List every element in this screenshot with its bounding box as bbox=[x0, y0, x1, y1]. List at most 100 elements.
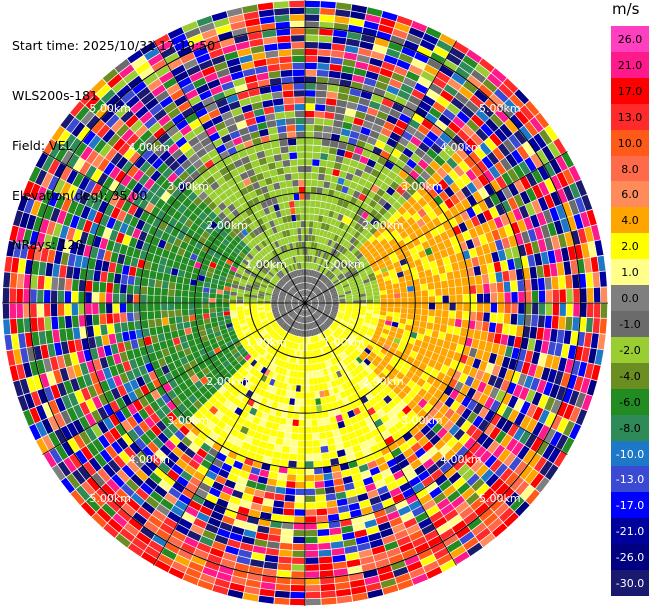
ppi-gate bbox=[329, 232, 336, 240]
ppi-gate bbox=[254, 538, 268, 548]
ppi-gate bbox=[255, 482, 267, 491]
ppi-gate bbox=[198, 348, 207, 356]
ppi-gate bbox=[236, 355, 244, 363]
ppi-gate bbox=[279, 417, 287, 425]
ppi-gate bbox=[484, 253, 493, 264]
ppi-gate bbox=[152, 378, 162, 389]
ppi-gate bbox=[331, 310, 338, 314]
ppi-gate bbox=[493, 377, 504, 389]
ppi-gate bbox=[484, 137, 497, 151]
ppi-gate bbox=[316, 411, 324, 419]
ppi-gate bbox=[326, 367, 332, 375]
ppi-gate bbox=[286, 307, 293, 311]
ppi-gate bbox=[91, 492, 106, 507]
ppi-gate bbox=[240, 410, 249, 419]
ppi-gate bbox=[454, 278, 462, 287]
ppi-gate bbox=[489, 179, 501, 193]
ppi-gate bbox=[314, 279, 319, 286]
ppi-gate bbox=[454, 91, 469, 105]
ppi-gate bbox=[513, 130, 527, 145]
ppi-gate bbox=[430, 125, 443, 137]
ppi-gate bbox=[318, 173, 325, 181]
ppi-gate bbox=[470, 497, 485, 511]
ppi-gate bbox=[223, 294, 230, 299]
ppi-gate bbox=[168, 535, 184, 548]
ppi-gate bbox=[466, 49, 483, 63]
ppi-gate bbox=[144, 116, 158, 129]
ppi-gate bbox=[269, 251, 275, 259]
ppi-gate bbox=[312, 286, 317, 292]
ppi-gate bbox=[305, 200, 311, 207]
ppi-gate bbox=[340, 72, 353, 81]
ppi-gate bbox=[319, 570, 334, 578]
ppi-gate bbox=[230, 266, 238, 273]
ppi-gate bbox=[134, 320, 142, 330]
ppi-gate bbox=[311, 298, 318, 301]
ppi-gate bbox=[394, 349, 403, 358]
ppi-gate bbox=[325, 300, 332, 302]
ppi-gate bbox=[341, 525, 354, 534]
ppi-gate bbox=[446, 539, 463, 553]
ppi-gate bbox=[368, 362, 377, 371]
ppi-gate bbox=[409, 247, 418, 256]
ppi-gate bbox=[300, 337, 304, 344]
ppi-gate bbox=[259, 469, 270, 478]
ppi-gate bbox=[307, 290, 311, 297]
ppi-gate bbox=[154, 559, 171, 573]
ppi-gate bbox=[264, 255, 271, 263]
ppi-gate bbox=[159, 150, 171, 162]
ppi-gate bbox=[332, 169, 341, 177]
ppi-gate bbox=[132, 81, 147, 95]
ppi-gate bbox=[371, 359, 380, 367]
ppi-gate bbox=[185, 113, 198, 124]
ppi-gate bbox=[504, 369, 514, 382]
ppi-gate bbox=[200, 459, 212, 470]
ppi-gate bbox=[412, 191, 422, 202]
ppi-gate bbox=[72, 419, 85, 434]
ppi-gate bbox=[166, 184, 177, 195]
ppi-gate bbox=[412, 359, 421, 368]
ppi-gate bbox=[462, 230, 472, 241]
ppi-gate bbox=[421, 290, 429, 297]
ppi-gate bbox=[376, 363, 385, 372]
ppi-gate bbox=[169, 160, 181, 172]
ppi-gate bbox=[154, 145, 167, 157]
ppi-gate bbox=[349, 159, 359, 168]
ppi-gate bbox=[320, 1, 336, 9]
ppi-gate bbox=[369, 397, 378, 407]
ppi-gate bbox=[299, 316, 303, 323]
ppi-gate bbox=[273, 333, 279, 340]
ppi-gate bbox=[495, 482, 510, 497]
ppi-gate bbox=[453, 326, 461, 336]
ppi-gate bbox=[29, 361, 39, 376]
ppi-gate bbox=[344, 329, 351, 335]
ppi-gate bbox=[357, 284, 365, 289]
ppi-gate bbox=[462, 468, 475, 482]
ppi-gate bbox=[466, 387, 477, 399]
ppi-gate bbox=[380, 182, 390, 192]
ppi-gate bbox=[204, 381, 213, 391]
ppi-gate bbox=[279, 337, 285, 345]
ppi-gate bbox=[168, 379, 178, 389]
ppi-gate bbox=[383, 176, 394, 186]
ppi-gate bbox=[413, 430, 425, 442]
ppi-gate bbox=[115, 332, 124, 343]
ppi-gate bbox=[554, 370, 564, 386]
ppi-gate bbox=[521, 230, 531, 244]
ppi-gate bbox=[476, 432, 489, 446]
ppi-gate bbox=[137, 259, 146, 269]
ppi-gate bbox=[216, 498, 229, 509]
ppi-gate bbox=[194, 217, 204, 227]
ppi-gate bbox=[66, 266, 74, 279]
ppi-gate bbox=[397, 579, 414, 591]
ppi-gate bbox=[324, 238, 330, 246]
ppi-gate bbox=[296, 336, 300, 344]
ppi-gate bbox=[269, 347, 275, 355]
ppi-gate bbox=[403, 250, 412, 258]
ppi-gate bbox=[305, 358, 309, 365]
ppi-gate bbox=[202, 499, 216, 510]
ppi-gate bbox=[525, 100, 540, 116]
ppi-gate bbox=[227, 450, 238, 460]
ppi-gate bbox=[162, 138, 175, 150]
ppi-gate bbox=[205, 523, 219, 534]
